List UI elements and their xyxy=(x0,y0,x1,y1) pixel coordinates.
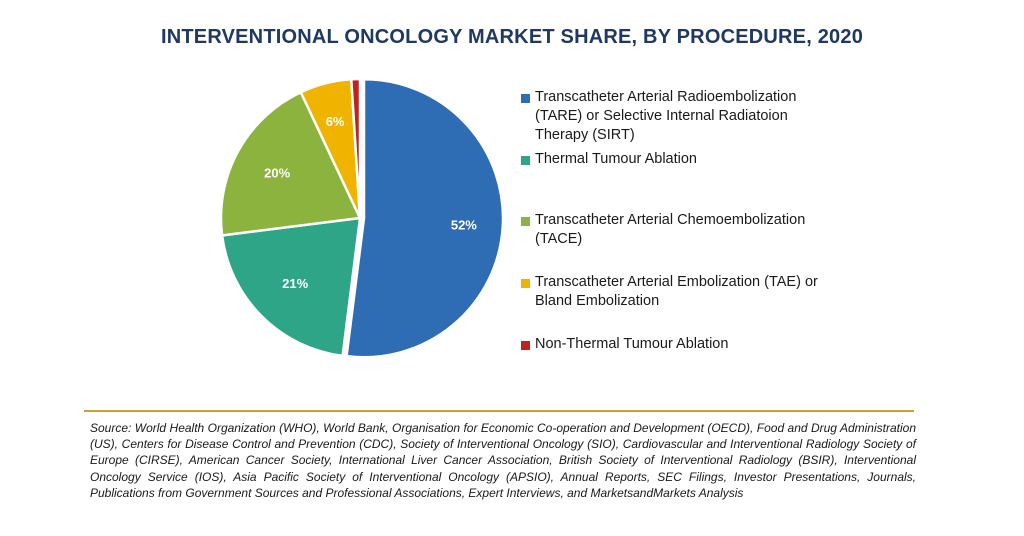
chart-title: INTERVENTIONAL ONCOLOGY MARKET SHARE, BY… xyxy=(160,26,864,48)
pie-label-tae: 6% xyxy=(326,114,345,129)
pie-slice-tace xyxy=(219,90,362,237)
pie-label-tace: 20% xyxy=(264,165,290,180)
pie-slice-thermal-ablation xyxy=(220,216,362,358)
legend-swatch-non-thermal-ablation xyxy=(521,341,530,350)
legend-label-thermal-ablation: Thermal Tumour Ablation xyxy=(535,151,697,167)
source-note: Source: World Health Organization (WHO),… xyxy=(90,421,916,500)
legend-label-tae: Transcatheter Arterial Embolization (TAE… xyxy=(535,274,818,309)
pie-chart: 52%21%20%6%1% xyxy=(219,77,505,359)
pie-label-tare: 52% xyxy=(451,218,477,233)
source-divider xyxy=(84,410,914,412)
pie-slice-non-thermal-ablation xyxy=(349,77,362,219)
legend-swatch-thermal-ablation xyxy=(521,156,530,165)
legend-label-tare: Transcatheter Arterial Radioembolization… xyxy=(535,89,797,143)
legend-label-non-thermal-ablation: Non-Thermal Tumour Ablation xyxy=(535,336,729,352)
legend-swatch-tae xyxy=(521,279,530,288)
pie-label-thermal-ablation: 21% xyxy=(282,276,308,291)
pie-slice-tare xyxy=(345,77,505,359)
legend-swatch-tare xyxy=(521,94,530,103)
legend-swatch-tace xyxy=(521,217,530,226)
legend-label-tace: Transcatheter Arterial Chemoembolization… xyxy=(535,212,806,247)
